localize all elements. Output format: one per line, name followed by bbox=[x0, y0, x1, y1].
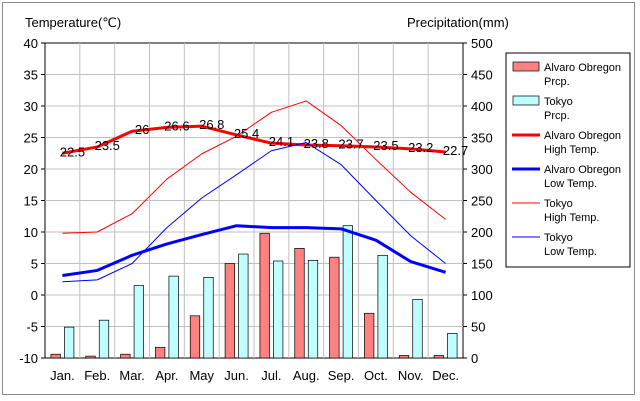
x-tick-label: Feb. bbox=[84, 368, 110, 383]
chart-frame: 40 500 35 450 30 400 25 350 20 300 15 250 10 200 5 150 0… bbox=[2, 2, 635, 395]
left-tick-label: 20 bbox=[24, 162, 38, 177]
bar bbox=[329, 256, 340, 359]
legend-label: Alvaro Obregon bbox=[544, 62, 621, 74]
legend-swatch-bar bbox=[512, 61, 540, 72]
right-tick-label: 250 bbox=[471, 194, 493, 209]
bar bbox=[189, 315, 201, 359]
legend-label: Prcp. bbox=[544, 110, 570, 122]
bar bbox=[224, 263, 235, 359]
legend-label: Prcp. bbox=[544, 76, 570, 88]
bar bbox=[64, 326, 75, 359]
bar bbox=[377, 254, 388, 359]
data-label: 26.6 bbox=[164, 118, 189, 133]
right-tick-label: 100 bbox=[471, 288, 493, 303]
data-label: 26.8 bbox=[199, 117, 224, 132]
bar bbox=[364, 312, 375, 359]
legend-box bbox=[505, 52, 631, 268]
left-tick-label: 15 bbox=[24, 194, 38, 209]
data-label: 23.7 bbox=[338, 137, 363, 152]
legend-swatch-bar bbox=[512, 95, 540, 106]
right-tick-label: 150 bbox=[471, 257, 493, 272]
bar bbox=[168, 275, 179, 359]
data-label: 25.4 bbox=[234, 126, 259, 141]
x-tick-label: Jan. bbox=[50, 368, 75, 383]
bar bbox=[342, 225, 353, 359]
bar bbox=[133, 285, 144, 359]
bar bbox=[238, 253, 249, 359]
right-tick-label: 0 bbox=[471, 351, 478, 366]
series-line bbox=[62, 124, 446, 155]
right-tick-label: 200 bbox=[471, 225, 493, 240]
legend-label: Tokyo bbox=[544, 198, 573, 210]
x-tick-label: May bbox=[189, 368, 214, 383]
bar bbox=[155, 346, 166, 359]
right-tick-label: 400 bbox=[471, 99, 493, 114]
bar bbox=[98, 319, 110, 359]
legend-label: Low Temp. bbox=[544, 246, 597, 258]
bar bbox=[85, 355, 96, 359]
x-tick-label: Apr. bbox=[155, 368, 178, 383]
left-axis-title: Temperature(℃) bbox=[25, 15, 121, 30]
data-label: 22.5 bbox=[60, 144, 85, 159]
series-line bbox=[62, 142, 446, 283]
series-line bbox=[62, 224, 447, 277]
legend-label: High Temp. bbox=[544, 212, 599, 224]
data-label: 22.7 bbox=[443, 143, 468, 158]
x-tick-label: Oct. bbox=[364, 368, 388, 383]
right-tick-label: 300 bbox=[471, 162, 493, 177]
right-tick-label: 500 bbox=[471, 36, 493, 51]
left-tick-label: 5 bbox=[31, 257, 38, 272]
left-tick-label: 0 bbox=[31, 288, 38, 303]
x-tick-label: Sep. bbox=[328, 368, 355, 383]
left-tick-label: 25 bbox=[24, 131, 38, 146]
bar bbox=[120, 353, 131, 359]
legend-label: Low Temp. bbox=[544, 178, 597, 190]
data-label: 26 bbox=[135, 122, 149, 137]
x-tick-label: Dec. bbox=[432, 368, 459, 383]
left-tick-label: 35 bbox=[24, 68, 38, 83]
series-line bbox=[62, 100, 446, 234]
x-tick-label: Aug. bbox=[293, 368, 320, 383]
left-tick-label: 40 bbox=[24, 36, 38, 51]
bar bbox=[273, 260, 284, 359]
left-tick-label: -10 bbox=[19, 351, 38, 366]
data-label: 23.5 bbox=[95, 138, 120, 153]
data-label: 23.2 bbox=[408, 140, 433, 155]
x-tick-label: Jun. bbox=[224, 368, 249, 383]
bar bbox=[50, 353, 61, 359]
data-label: 23.8 bbox=[304, 136, 329, 151]
bar bbox=[294, 248, 305, 359]
left-tick-label: 30 bbox=[24, 99, 38, 114]
legend-label: Alvaro Obregon bbox=[544, 164, 621, 176]
right-tick-label: 350 bbox=[471, 131, 493, 146]
right-tick-label: 50 bbox=[471, 320, 485, 335]
legend-label: Alvaro Obregon bbox=[544, 130, 621, 142]
data-label: 24.1 bbox=[269, 134, 294, 149]
left-tick-label: 10 bbox=[24, 225, 38, 240]
right-axis-title: Precipitation(mm) bbox=[407, 15, 509, 30]
x-tick-label: Mar. bbox=[119, 368, 144, 383]
bar bbox=[203, 277, 214, 359]
right-tick-label: 450 bbox=[471, 68, 493, 83]
bar bbox=[412, 299, 423, 359]
bar bbox=[259, 232, 270, 359]
x-tick-label: Jul. bbox=[261, 368, 281, 383]
x-tick-label: Nov. bbox=[398, 368, 424, 383]
bar bbox=[398, 355, 410, 359]
bar bbox=[433, 355, 444, 359]
data-label: 23.5 bbox=[373, 138, 398, 153]
bar bbox=[307, 260, 319, 359]
legend-label: High Temp. bbox=[544, 144, 599, 156]
left-tick-label: -5 bbox=[26, 320, 38, 335]
bar bbox=[447, 333, 458, 359]
legend-label: Tokyo bbox=[544, 232, 573, 244]
legend-label: Tokyo bbox=[544, 96, 573, 108]
